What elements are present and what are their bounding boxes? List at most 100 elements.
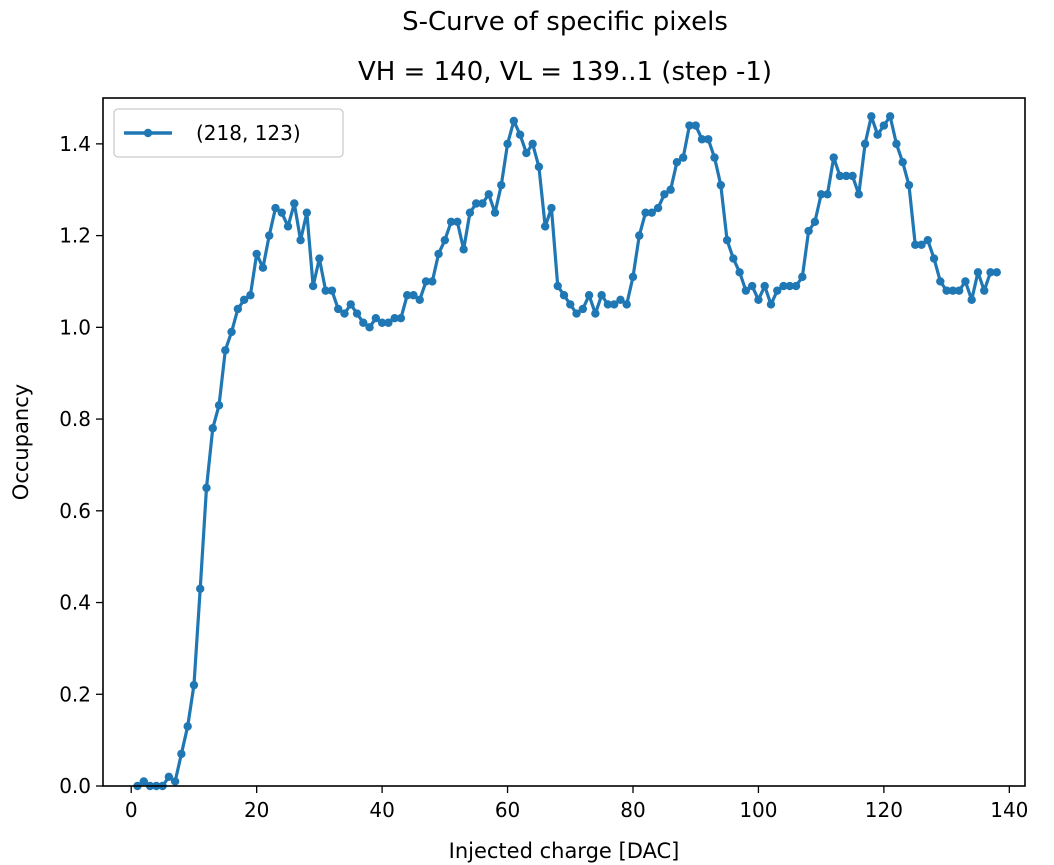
data-point xyxy=(384,318,393,327)
data-point xyxy=(547,203,556,213)
data-point xyxy=(647,208,657,217)
data-point xyxy=(773,286,782,295)
data-point xyxy=(572,309,581,318)
plot-area-frame xyxy=(102,97,1026,787)
data-point xyxy=(421,277,431,286)
y-tick-label: 0.8 xyxy=(59,407,91,431)
data-point xyxy=(816,190,826,199)
x-tick-label: 120 xyxy=(865,798,903,822)
data-point xyxy=(829,153,838,162)
data-point xyxy=(810,217,820,227)
data-point xyxy=(609,300,619,309)
data-point xyxy=(484,190,493,199)
y-tick-label: 1.0 xyxy=(59,315,91,339)
data-point xyxy=(716,180,726,190)
series-layer xyxy=(133,112,1001,791)
data-point xyxy=(873,130,882,139)
data-point xyxy=(791,281,801,291)
data-point xyxy=(515,130,525,139)
data-point xyxy=(986,268,995,277)
y-axis-label: Occupancy xyxy=(9,384,33,500)
data-point xyxy=(233,304,243,314)
data-point xyxy=(402,291,412,300)
data-point xyxy=(967,295,976,305)
data-point xyxy=(409,291,418,300)
data-point xyxy=(490,208,500,217)
data-point xyxy=(559,291,569,300)
data-point xyxy=(359,318,368,327)
data-point xyxy=(321,286,330,295)
data-point xyxy=(678,153,688,162)
y-tick-label: 0.0 xyxy=(59,774,91,798)
data-point xyxy=(929,254,939,263)
data-point xyxy=(904,180,914,190)
data-point xyxy=(848,171,857,181)
data-point xyxy=(842,171,851,181)
x-tick-label: 40 xyxy=(369,798,394,822)
data-point xyxy=(277,208,286,217)
data-point xyxy=(597,291,606,300)
data-point xyxy=(980,286,989,295)
x-tick-label: 0 xyxy=(125,798,138,822)
x-tick-label: 60 xyxy=(495,798,520,822)
data-point xyxy=(252,249,261,259)
data-point xyxy=(170,777,180,786)
legend: (218, 123) xyxy=(113,108,344,158)
data-point xyxy=(741,286,751,295)
data-point xyxy=(892,139,901,149)
data-point xyxy=(471,199,481,208)
y-tick-label: 0.6 xyxy=(59,499,91,523)
legend-marker-swatch xyxy=(143,128,153,138)
data-point xyxy=(302,208,312,217)
data-point xyxy=(653,203,663,213)
data-point xyxy=(691,121,700,130)
data-point xyxy=(622,300,631,309)
data-point xyxy=(446,217,456,227)
data-point xyxy=(835,171,845,181)
data-point xyxy=(340,309,349,318)
data-point xyxy=(196,584,205,593)
data-point xyxy=(346,300,355,309)
data-point xyxy=(710,153,719,162)
data-point xyxy=(315,254,324,263)
data-point xyxy=(334,304,343,314)
x-tick-label: 100 xyxy=(739,798,777,822)
data-point xyxy=(635,231,644,240)
data-point xyxy=(879,121,889,130)
x-axis: 0 20 40 60 80 100 120 140 xyxy=(125,786,1028,822)
data-point xyxy=(352,309,362,318)
data-point xyxy=(885,112,895,121)
data-point xyxy=(434,249,443,259)
data-point xyxy=(534,162,544,171)
data-point xyxy=(936,277,945,286)
data-point xyxy=(227,327,236,337)
data-point xyxy=(722,235,732,245)
data-point xyxy=(867,112,876,121)
data-point xyxy=(183,722,192,731)
legend-entry-label: (218, 123) xyxy=(196,121,301,145)
data-point xyxy=(854,190,863,199)
x-tick-label: 20 xyxy=(244,798,269,822)
data-point xyxy=(798,272,807,282)
data-point xyxy=(459,245,468,254)
x-axis-label: Injected charge [DAC] xyxy=(449,839,680,863)
data-point xyxy=(591,309,600,318)
data-point xyxy=(785,281,794,291)
data-point xyxy=(214,401,224,410)
data-point xyxy=(697,135,707,144)
data-point xyxy=(239,295,249,305)
data-point xyxy=(271,203,280,213)
data-point xyxy=(992,268,1001,277)
data-point xyxy=(528,139,537,149)
data-point xyxy=(779,281,788,291)
data-point xyxy=(177,749,186,759)
y-axis: 0.0 0.2 0.4 0.6 0.8 1.0 1.2 1.4 xyxy=(59,132,103,798)
data-point xyxy=(509,116,519,126)
series-line xyxy=(136,114,997,788)
data-point xyxy=(672,158,682,167)
data-point xyxy=(377,318,387,327)
y-tick-label: 1.4 xyxy=(59,132,91,156)
y-tick-label: 1.2 xyxy=(59,224,91,248)
data-point xyxy=(296,235,305,245)
